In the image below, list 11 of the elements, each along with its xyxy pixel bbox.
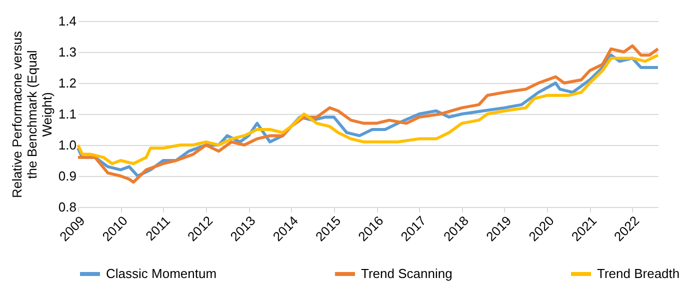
y-tick-label: 1.2 <box>58 76 76 90</box>
y-axis-title: Relative Performacne versus the Benchmark (Equal Weight) <box>9 30 54 198</box>
y-tick-label: 1.4 <box>58 14 76 28</box>
y-tick-label: 0.9 <box>58 168 76 184</box>
y-tick-label: 0.8 <box>58 200 76 214</box>
y-tick-label: 1.1 <box>58 106 76 122</box>
y-tick-label: 1.0 <box>58 138 76 152</box>
legend-label: Trend Scanning <box>361 266 452 281</box>
legend-label: Classic Momentum <box>106 266 217 281</box>
y-tick-label: 1.3 <box>58 44 76 60</box>
legend-label: Trend Breadth <box>597 266 680 281</box>
